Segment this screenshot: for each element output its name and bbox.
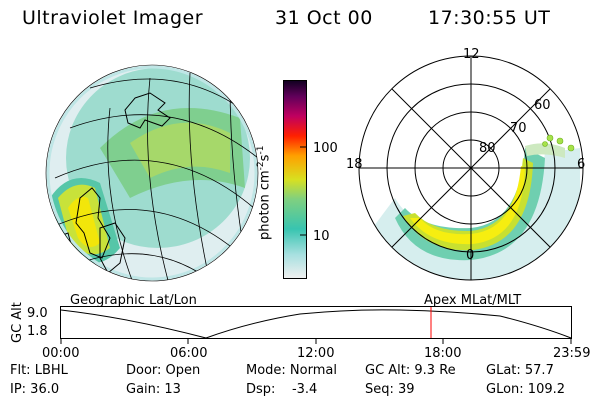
- colorbar-unit-label: photon cm-2s-1: [256, 145, 273, 240]
- glon-info: GLon: 109.2: [486, 382, 566, 397]
- polar-mlat-mlt-plot: [358, 55, 584, 281]
- time-label: 17:30:55 UT: [428, 7, 551, 29]
- orbit-xtick-1200: 12:00: [297, 346, 335, 361]
- colorbar: [283, 80, 307, 279]
- filter-info: Flt: LBHL: [10, 363, 68, 378]
- mlt-label-0: 0: [466, 248, 475, 263]
- orbit-xtick-0000: 00:00: [42, 346, 80, 361]
- date-label: 31 Oct 00: [275, 7, 373, 29]
- instrument-title: Ultraviolet Imager: [22, 7, 204, 29]
- lat-label-60: 60: [534, 98, 551, 113]
- mlt-label-6: 6: [577, 157, 586, 172]
- lat-label-80: 80: [479, 141, 496, 156]
- gain-info: Gain: 13: [126, 382, 181, 397]
- orbit-altitude-plot: [60, 306, 572, 344]
- orbit-axis-title: GC Alt: [10, 302, 25, 343]
- orbit-ytick-bottom: 1.8: [27, 324, 48, 339]
- ip-info: IP: 36.0: [10, 382, 60, 397]
- orbit-xtick-1800: 18:00: [424, 346, 462, 361]
- door-info: Door: Open: [126, 363, 201, 378]
- colorbar-tick-100: 100: [313, 141, 338, 156]
- gc-alt-info: GC Alt: 9.3 Re: [365, 363, 456, 378]
- geographic-coords-label: Geographic Lat/Lon: [70, 293, 197, 308]
- seq-info: Seq: 39: [365, 382, 415, 397]
- apex-coords-label: Apex MLat/MLT: [424, 293, 522, 308]
- colorbar-tick-10: 10: [313, 229, 330, 244]
- orbit-ytick-top: 9.0: [27, 306, 48, 321]
- orbit-xtick-0600: 06:00: [170, 346, 208, 361]
- mlt-label-18: 18: [346, 157, 363, 172]
- dsp-info: Dsp: -3.4: [246, 382, 318, 397]
- geographic-image: [45, 64, 259, 282]
- lat-label-70: 70: [510, 121, 527, 136]
- glat-info: GLat: 57.7: [486, 363, 554, 378]
- mode-info: Mode: Normal: [246, 363, 337, 378]
- mlt-label-12: 12: [463, 47, 480, 62]
- orbit-xtick-2359: 23:59: [553, 346, 591, 361]
